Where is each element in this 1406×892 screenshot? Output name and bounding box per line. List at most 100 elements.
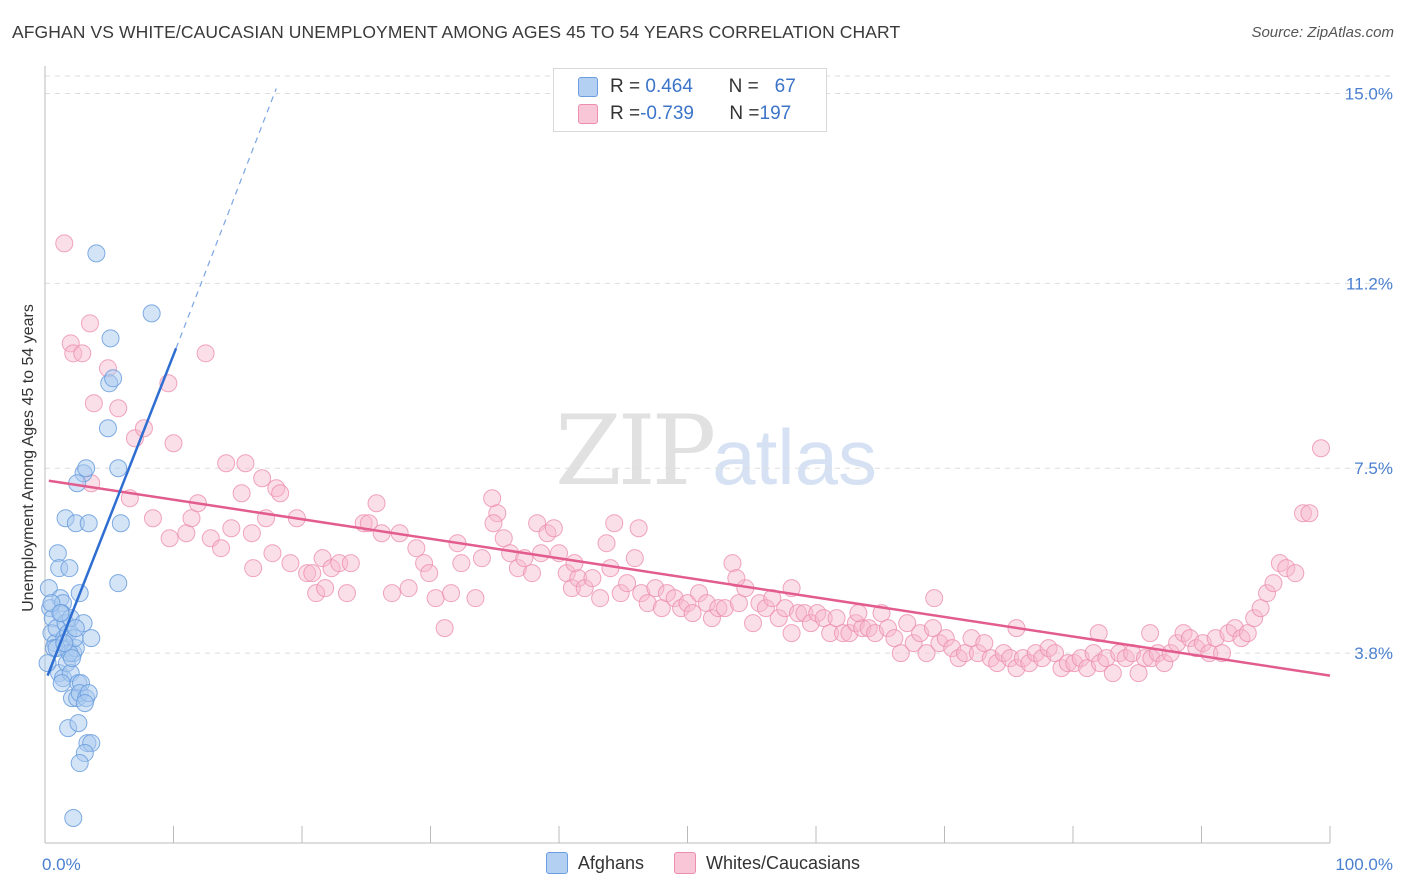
white-point <box>341 554 360 573</box>
white-point <box>638 594 657 613</box>
white-point <box>143 509 162 528</box>
white-point <box>678 594 697 613</box>
white-point <box>196 344 215 363</box>
y-tick-label: 11.2% <box>1346 274 1393 293</box>
white-point <box>532 544 551 563</box>
white-point <box>484 514 503 533</box>
afghan-point <box>64 809 83 828</box>
afghan-swatch <box>578 77 598 97</box>
white-point <box>1155 654 1174 673</box>
afghan-r-value: 0.464 <box>645 76 693 97</box>
white-point <box>885 629 904 648</box>
white-point <box>1141 624 1160 643</box>
white-point <box>702 609 721 628</box>
afghan-point <box>82 629 101 648</box>
afghan-point <box>111 514 130 533</box>
white-point <box>494 529 513 548</box>
watermark-zip: ZIP <box>555 395 716 507</box>
white-point <box>316 579 335 598</box>
white-point <box>303 564 322 583</box>
white-point <box>488 504 507 523</box>
white-point <box>466 589 485 608</box>
white-point <box>849 604 868 623</box>
white-point <box>217 454 236 473</box>
white-point <box>1264 574 1283 593</box>
white-point <box>337 584 356 603</box>
white-point <box>583 569 602 588</box>
white-point <box>80 314 99 333</box>
white-point <box>109 399 128 418</box>
white-point <box>597 534 616 553</box>
white-point <box>483 489 502 508</box>
legend-row-whites: R = -0.739 N = 197 <box>578 102 791 126</box>
white-point <box>575 579 594 598</box>
white-point <box>936 629 955 648</box>
white-point <box>1251 599 1270 618</box>
white-point <box>313 549 332 568</box>
white-point <box>715 599 734 618</box>
white-point <box>242 524 261 543</box>
afghan-point <box>101 329 120 348</box>
y-tick-label: 15.0% <box>1345 84 1393 103</box>
afghan-point <box>79 514 98 533</box>
afghan-point <box>87 244 106 263</box>
white-point <box>789 604 808 623</box>
white-point <box>182 509 201 528</box>
white-point <box>898 614 917 633</box>
white-point <box>956 644 975 663</box>
afghan-point <box>77 459 96 478</box>
white-point <box>1312 439 1331 458</box>
white-point <box>1129 664 1148 683</box>
white-point <box>55 234 74 253</box>
afghan-point <box>69 714 88 733</box>
afghan-point <box>48 544 67 563</box>
white-point <box>744 614 763 633</box>
chart-title: AFGHAN VS WHITE/CAUCASIAN UNEMPLOYMENT A… <box>12 22 901 42</box>
white-point <box>281 554 300 573</box>
white-point <box>904 634 923 653</box>
white-swatch <box>578 104 598 124</box>
white-point <box>435 619 454 638</box>
white-point <box>814 609 833 628</box>
white-point <box>523 564 542 583</box>
white-point <box>562 579 581 598</box>
watermark-atlas: atlas <box>712 413 877 501</box>
afghan-point <box>142 304 161 323</box>
white-point <box>878 619 897 638</box>
white-point <box>232 484 251 503</box>
white-point <box>756 599 775 618</box>
white-point <box>84 394 103 413</box>
white-point <box>690 584 709 603</box>
white-point <box>298 564 317 583</box>
white-point <box>236 454 255 473</box>
white-n-label: N = <box>729 103 760 124</box>
y-tick-label: 7.5% <box>1354 459 1393 478</box>
white-r-value: -0.739 <box>640 103 694 124</box>
white-point <box>415 554 434 573</box>
afghan-point <box>52 674 71 693</box>
afghan-trend-line <box>46 347 178 677</box>
white-point <box>359 514 378 533</box>
white-point <box>1300 504 1319 523</box>
legend-row-afghans: R = 0.464 N = 67 <box>578 75 796 99</box>
x-tick-label: 0.0% <box>42 855 81 874</box>
white-point <box>1245 609 1264 628</box>
white-point <box>827 609 846 628</box>
white-point <box>160 529 179 548</box>
afghan-point <box>104 369 123 388</box>
white-point <box>253 469 272 488</box>
white-point <box>625 549 644 568</box>
white-point <box>591 589 610 608</box>
white-point <box>833 624 852 643</box>
white-point <box>73 344 92 363</box>
whites-legend-swatch <box>673 852 696 874</box>
white-point <box>605 514 624 533</box>
white-trend-line <box>48 479 1331 677</box>
whites-legend-label: Whites/Caucasians <box>705 852 861 873</box>
afghan-point <box>66 619 85 638</box>
white-point <box>925 589 944 608</box>
white-point <box>1001 649 1020 668</box>
white-point <box>452 554 471 573</box>
white-point <box>399 579 418 598</box>
white-point <box>1294 504 1313 523</box>
